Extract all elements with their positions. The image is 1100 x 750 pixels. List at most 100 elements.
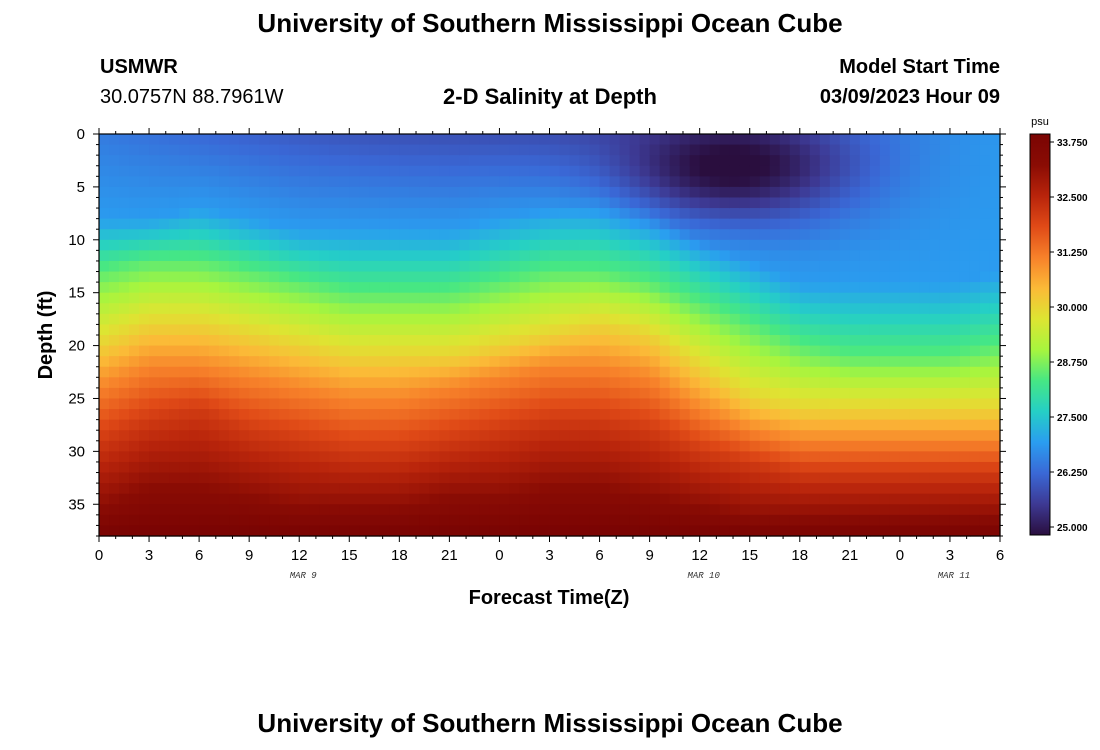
heatmap-cell xyxy=(559,483,571,495)
heatmap-cell xyxy=(149,493,160,505)
heatmap-cell xyxy=(159,440,170,452)
heatmap-cell xyxy=(149,144,160,156)
heatmap-cell xyxy=(389,345,400,357)
heatmap-cell xyxy=(189,451,200,463)
heatmap-cell xyxy=(549,271,561,283)
heatmap-cell xyxy=(449,260,460,273)
heatmap-cell xyxy=(279,472,290,484)
heatmap-cell xyxy=(389,165,400,177)
heatmap-cell xyxy=(199,303,210,315)
heatmap-cell xyxy=(209,260,220,273)
heatmap-cell xyxy=(629,387,641,400)
heatmap-cell xyxy=(599,461,611,474)
heatmap-cell xyxy=(159,356,170,368)
heatmap-cell xyxy=(749,313,761,326)
heatmap-cell xyxy=(899,514,911,527)
heatmap-cell xyxy=(559,239,571,251)
heatmap-cell xyxy=(209,493,220,505)
heatmap-cell xyxy=(569,292,581,304)
heatmap-cell xyxy=(109,260,120,273)
heatmap-cell xyxy=(419,472,430,484)
heatmap-cell xyxy=(859,377,871,389)
heatmap-cell xyxy=(749,419,761,431)
heatmap-cell xyxy=(369,282,380,294)
heatmap-cell xyxy=(739,186,751,199)
heatmap-cell xyxy=(639,324,651,336)
heatmap-cell xyxy=(359,409,370,421)
heatmap-cell xyxy=(919,430,931,442)
heatmap-cell xyxy=(869,229,881,241)
heatmap-cell xyxy=(529,134,541,146)
heatmap-cell xyxy=(259,282,270,294)
heatmap-cell xyxy=(299,271,310,283)
heatmap-cell xyxy=(149,472,160,484)
heatmap-cell xyxy=(669,398,681,410)
heatmap-cell xyxy=(929,472,941,484)
heatmap-cell xyxy=(449,250,460,262)
heatmap-cell xyxy=(429,218,440,230)
heatmap-cell xyxy=(639,345,651,357)
heatmap-cell xyxy=(599,514,611,527)
heatmap-cell xyxy=(949,514,961,527)
heatmap-cell xyxy=(629,525,641,537)
heatmap-cell xyxy=(239,440,250,452)
heatmap-cell xyxy=(359,250,370,262)
heatmap-cell xyxy=(289,197,300,209)
heatmap-cell xyxy=(289,472,300,484)
heatmap-cell xyxy=(269,324,280,336)
heatmap-cell xyxy=(789,345,801,357)
heatmap-cell xyxy=(209,440,220,452)
heatmap-cell xyxy=(259,430,270,442)
heatmap-cell xyxy=(409,377,420,389)
heatmap-cell xyxy=(809,525,821,537)
heatmap-cell xyxy=(439,366,450,378)
heatmap-cell xyxy=(269,483,280,495)
heatmap-cell xyxy=(129,335,140,347)
heatmap-cell xyxy=(379,176,390,188)
heatmap-cell xyxy=(439,440,450,452)
heatmap-cell xyxy=(669,451,681,463)
heatmap-cell xyxy=(929,144,941,156)
heatmap-cell xyxy=(379,398,390,410)
heatmap-cell xyxy=(429,134,440,146)
heatmap-cell xyxy=(539,313,551,326)
heatmap-cell xyxy=(579,366,591,378)
heatmap-cell xyxy=(369,366,380,378)
heatmap-cell xyxy=(229,377,240,389)
colorbar-tick-label: 31.250 xyxy=(1057,248,1088,259)
heatmap-cell xyxy=(189,335,200,347)
heatmap-cell xyxy=(749,176,761,188)
heatmap-cell xyxy=(349,324,360,336)
heatmap-cell xyxy=(629,197,641,209)
heatmap-cell xyxy=(759,303,771,315)
heatmap-cell xyxy=(819,176,831,188)
heatmap-cell xyxy=(249,493,260,505)
heatmap-cell xyxy=(409,356,420,368)
heatmap-cell xyxy=(979,197,991,209)
heatmap-cell xyxy=(279,208,290,220)
heatmap-cell xyxy=(969,271,981,283)
heatmap-cell xyxy=(369,165,380,177)
heatmap-cell xyxy=(689,229,701,241)
heatmap-cell xyxy=(569,165,581,177)
heatmap-cell xyxy=(869,483,881,495)
heatmap-cell xyxy=(129,186,140,199)
heatmap-cell xyxy=(259,398,270,410)
heatmap-cell xyxy=(609,218,621,230)
heatmap-cell xyxy=(669,218,681,230)
heatmap-cell xyxy=(99,303,110,315)
heatmap-cell xyxy=(529,186,541,199)
heatmap-cell xyxy=(139,525,150,537)
heatmap-cell xyxy=(659,313,671,326)
heatmap-cell xyxy=(219,239,230,251)
heatmap-cell xyxy=(129,197,140,209)
heatmap-cell xyxy=(869,356,881,368)
heatmap-cell xyxy=(129,493,140,505)
heatmap-cell xyxy=(939,493,951,505)
heatmap-cell xyxy=(599,451,611,463)
heatmap-cell xyxy=(239,250,250,262)
heatmap-cell xyxy=(799,155,811,167)
heatmap-cell xyxy=(649,218,661,230)
heatmap-cell xyxy=(229,260,240,273)
heatmap-cell xyxy=(369,250,380,262)
